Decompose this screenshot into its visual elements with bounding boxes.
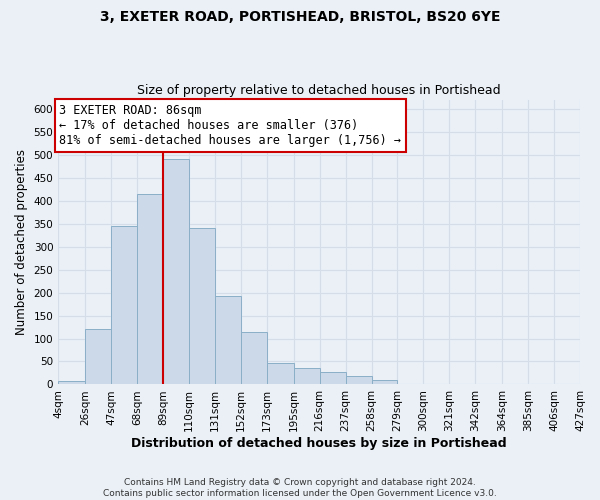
Bar (111, 226, 137, 384)
Bar (163, 160, 189, 384)
Bar (58, 381, 85, 384)
Text: 3, EXETER ROAD, PORTISHEAD, BRISTOL, BS20 6YE: 3, EXETER ROAD, PORTISHEAD, BRISTOL, BS2… (100, 10, 500, 24)
X-axis label: Distribution of detached houses by size in Portishead: Distribution of detached houses by size … (131, 437, 507, 450)
Bar (85, 330, 111, 384)
Bar (346, 376, 371, 384)
Bar (266, 363, 294, 384)
Bar (320, 372, 346, 384)
Text: 3 EXETER ROAD: 86sqm
← 17% of detached houses are smaller (376)
81% of semi-deta: 3 EXETER ROAD: 86sqm ← 17% of detached h… (59, 104, 401, 147)
Bar (137, 194, 163, 384)
Text: Contains HM Land Registry data © Crown copyright and database right 2024.
Contai: Contains HM Land Registry data © Crown c… (103, 478, 497, 498)
Bar (215, 296, 241, 384)
Y-axis label: Number of detached properties: Number of detached properties (15, 149, 28, 335)
Bar (241, 332, 266, 384)
Title: Size of property relative to detached houses in Portishead: Size of property relative to detached ho… (137, 84, 501, 97)
Bar (294, 368, 320, 384)
Bar (189, 228, 215, 384)
Bar (371, 380, 397, 384)
